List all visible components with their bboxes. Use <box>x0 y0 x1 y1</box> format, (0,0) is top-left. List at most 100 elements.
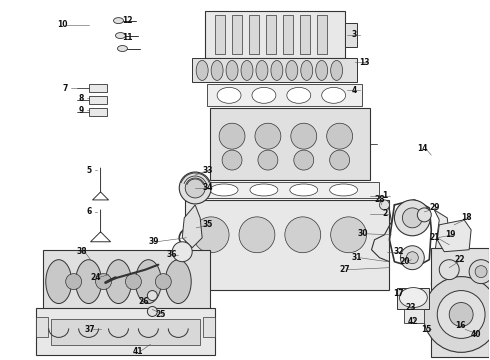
Ellipse shape <box>286 60 298 80</box>
Circle shape <box>172 242 192 262</box>
Text: 4: 4 <box>352 86 357 95</box>
Ellipse shape <box>330 184 358 196</box>
Circle shape <box>147 291 157 301</box>
Circle shape <box>379 200 390 210</box>
Ellipse shape <box>165 260 191 303</box>
Bar <box>266 15 276 54</box>
Circle shape <box>285 217 321 253</box>
Ellipse shape <box>316 60 328 80</box>
Text: 41: 41 <box>132 347 143 356</box>
Bar <box>203 318 215 337</box>
Bar <box>43 315 210 341</box>
Bar <box>210 108 369 180</box>
Circle shape <box>449 302 473 327</box>
Ellipse shape <box>210 184 238 196</box>
Bar <box>249 15 259 54</box>
Bar <box>397 288 429 310</box>
Ellipse shape <box>290 184 318 196</box>
Text: 39: 39 <box>148 237 159 246</box>
Circle shape <box>255 123 281 149</box>
Ellipse shape <box>75 260 101 303</box>
Bar <box>36 307 215 355</box>
Circle shape <box>394 200 430 236</box>
Text: 34: 34 <box>202 184 213 193</box>
Circle shape <box>193 217 229 253</box>
Circle shape <box>417 208 431 222</box>
Ellipse shape <box>331 60 343 80</box>
Text: 37: 37 <box>85 325 95 334</box>
Text: 29: 29 <box>429 203 440 212</box>
Bar <box>404 310 424 323</box>
Ellipse shape <box>271 60 283 80</box>
Text: 9: 9 <box>78 106 84 115</box>
Circle shape <box>437 291 485 338</box>
Circle shape <box>331 217 367 253</box>
Ellipse shape <box>256 60 268 80</box>
Text: 22: 22 <box>454 255 465 264</box>
Text: 18: 18 <box>461 213 472 222</box>
Ellipse shape <box>116 32 125 39</box>
Circle shape <box>327 123 353 149</box>
Circle shape <box>291 123 317 149</box>
Ellipse shape <box>105 260 131 303</box>
Text: 30: 30 <box>358 229 368 238</box>
Circle shape <box>330 150 349 170</box>
Bar <box>89 96 106 104</box>
Polygon shape <box>437 220 471 252</box>
Circle shape <box>475 266 487 278</box>
Ellipse shape <box>252 87 276 103</box>
Text: 31: 31 <box>352 253 362 262</box>
Text: 25: 25 <box>155 310 166 319</box>
Bar <box>205 11 344 58</box>
Text: 33: 33 <box>202 166 213 175</box>
Ellipse shape <box>217 87 241 103</box>
Text: 17: 17 <box>393 289 404 298</box>
Text: 19: 19 <box>445 230 456 239</box>
Ellipse shape <box>114 18 123 24</box>
Text: 3: 3 <box>352 30 357 39</box>
Text: 5: 5 <box>87 166 92 175</box>
Circle shape <box>402 208 422 228</box>
Circle shape <box>258 150 278 170</box>
Bar <box>192 58 357 82</box>
Bar <box>283 15 293 54</box>
Bar <box>36 318 48 337</box>
Circle shape <box>439 260 459 280</box>
Bar <box>317 15 327 54</box>
Bar <box>431 248 489 357</box>
Text: 26: 26 <box>138 297 149 306</box>
Text: 13: 13 <box>360 58 370 67</box>
Ellipse shape <box>241 60 253 80</box>
Bar <box>51 319 200 345</box>
Ellipse shape <box>211 60 223 80</box>
Text: 24: 24 <box>91 273 101 282</box>
Ellipse shape <box>301 60 313 80</box>
Bar <box>43 250 210 315</box>
Text: 21: 21 <box>429 233 440 242</box>
Circle shape <box>96 274 112 289</box>
Ellipse shape <box>250 184 278 196</box>
Ellipse shape <box>118 45 127 51</box>
Circle shape <box>219 123 245 149</box>
Text: 1: 1 <box>383 192 388 201</box>
Text: 16: 16 <box>455 321 466 330</box>
Text: 36: 36 <box>166 250 177 259</box>
Circle shape <box>125 274 142 289</box>
Text: 38: 38 <box>76 247 87 256</box>
Text: 2: 2 <box>383 210 388 219</box>
Text: 20: 20 <box>399 257 410 266</box>
Text: 14: 14 <box>417 144 428 153</box>
Circle shape <box>294 150 314 170</box>
Circle shape <box>155 274 172 289</box>
Bar <box>200 182 379 198</box>
Ellipse shape <box>46 260 72 303</box>
Text: 6: 6 <box>87 207 92 216</box>
Bar <box>89 84 106 92</box>
Ellipse shape <box>399 288 427 307</box>
Ellipse shape <box>322 87 345 103</box>
Ellipse shape <box>287 87 311 103</box>
Bar <box>300 15 310 54</box>
Circle shape <box>185 178 205 198</box>
Text: 12: 12 <box>122 16 133 25</box>
Ellipse shape <box>135 260 161 303</box>
